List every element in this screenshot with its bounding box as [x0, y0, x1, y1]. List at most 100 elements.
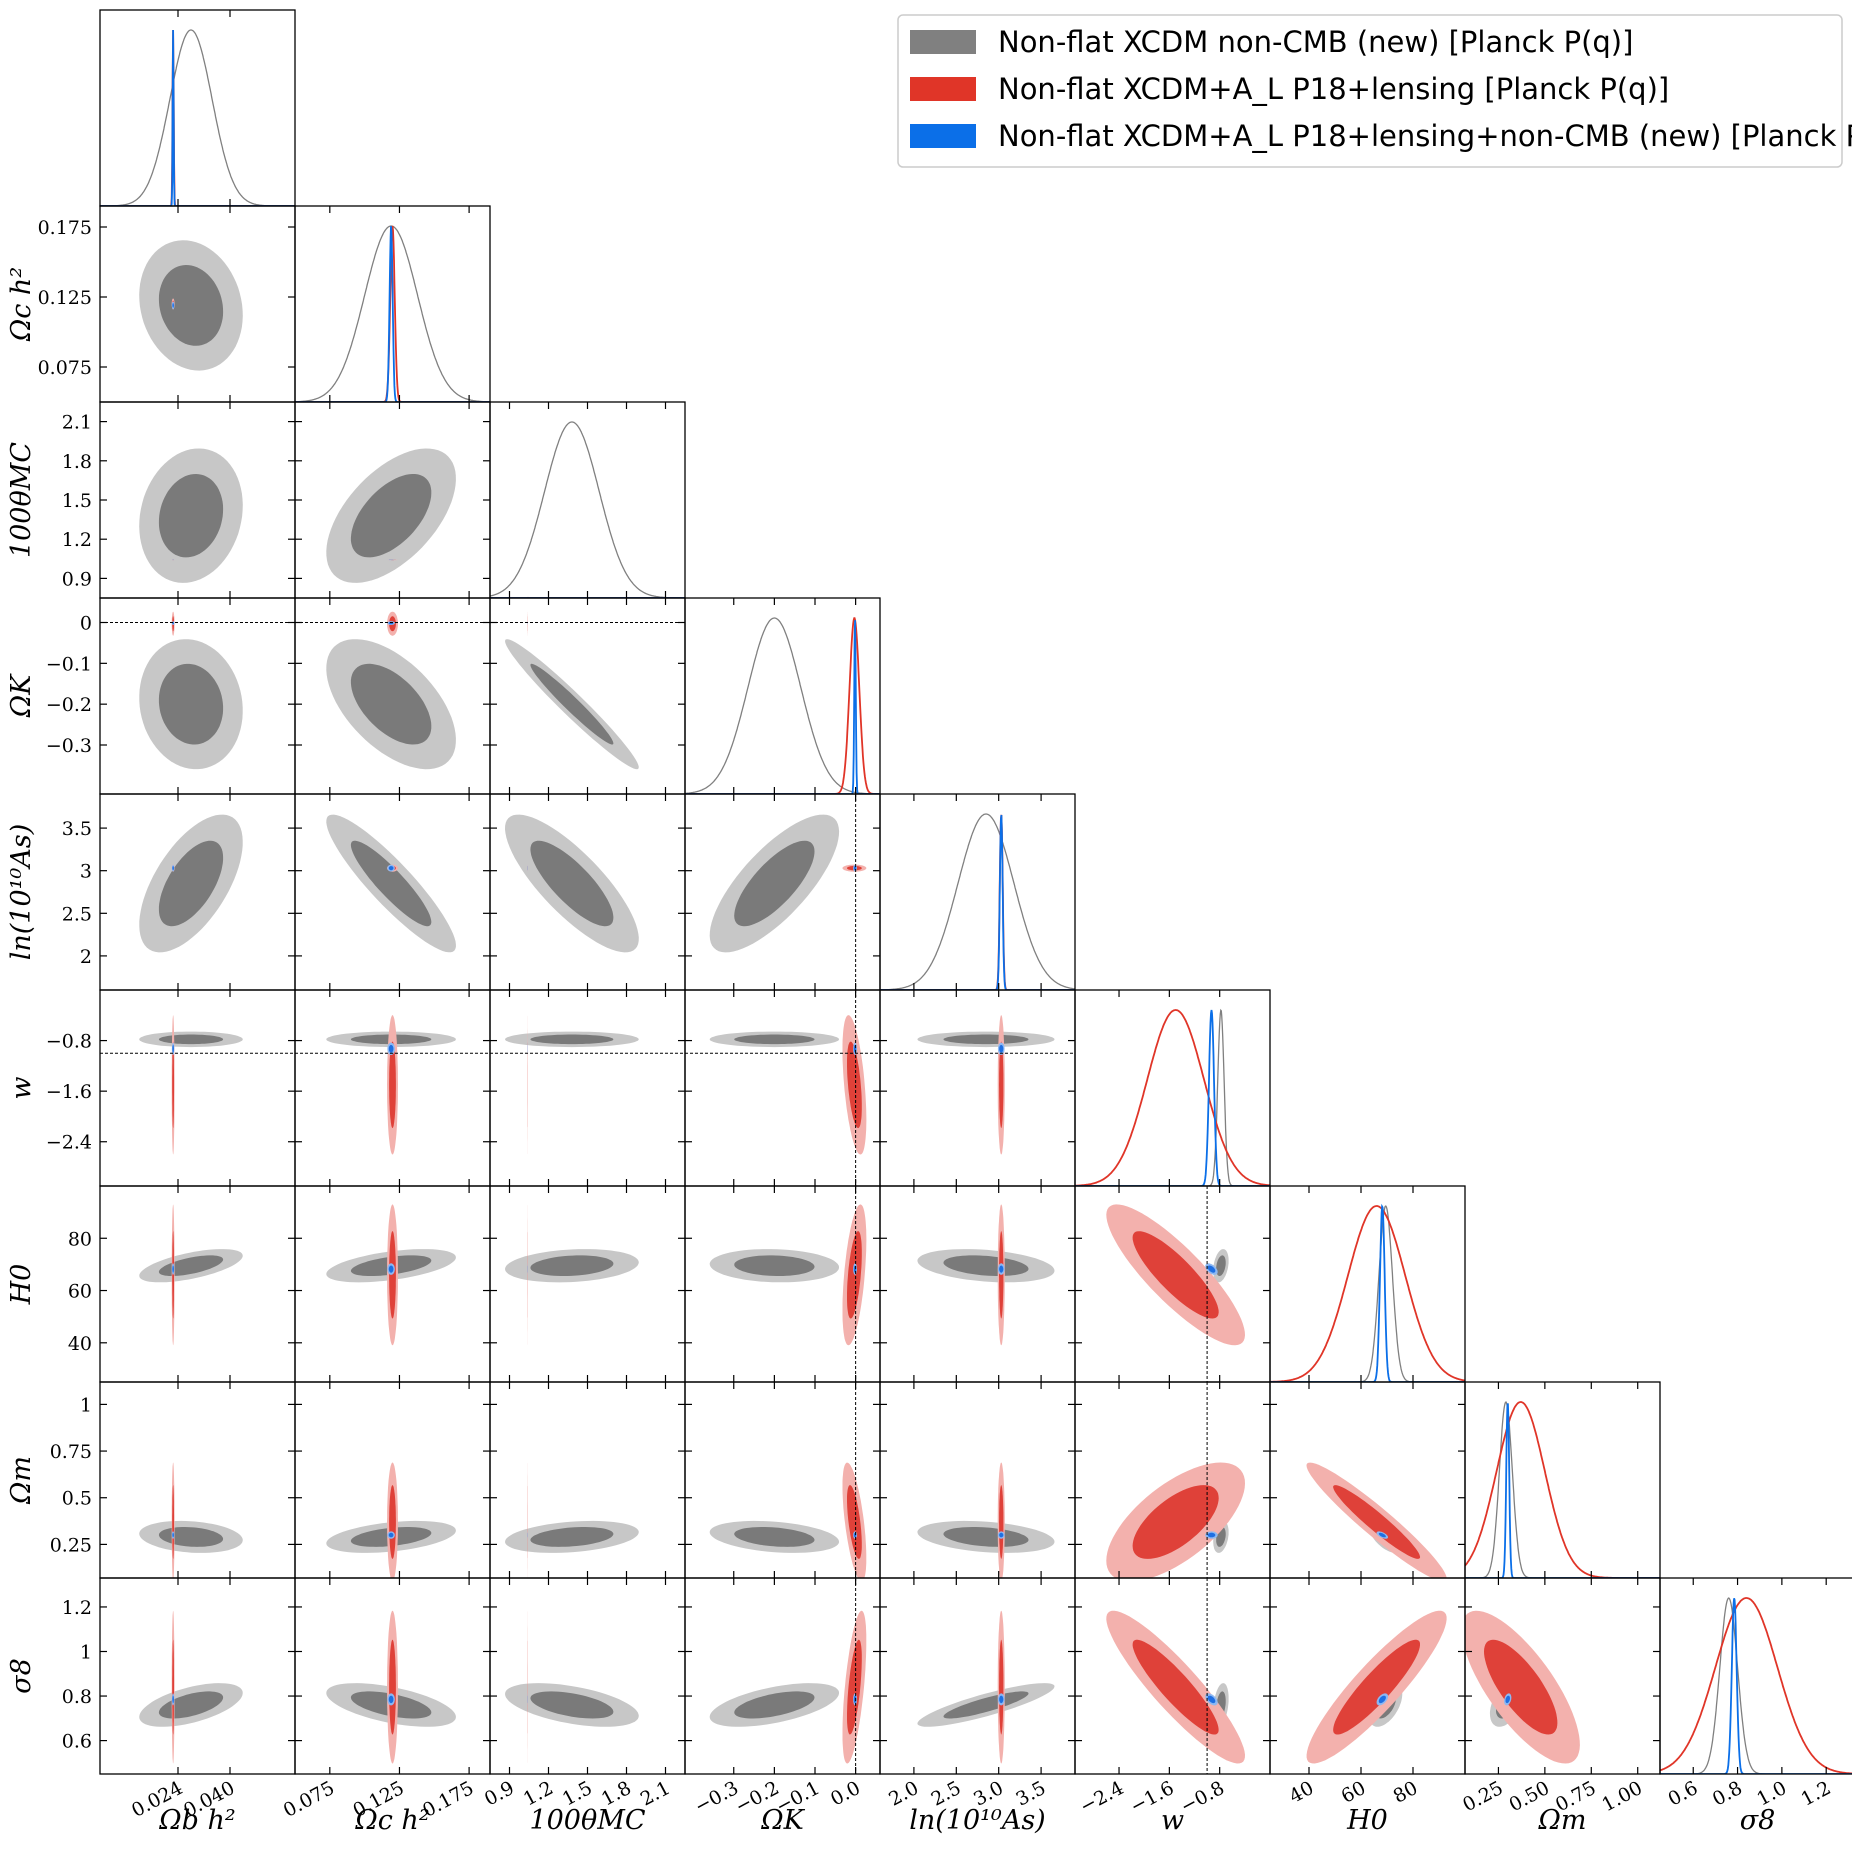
panel-4-6 — [917, 1204, 1055, 1346]
marginal-panel-7 — [1465, 1401, 1660, 1578]
blue-marginal-curve — [1270, 1203, 1465, 1382]
panel-1-8 — [326, 1610, 456, 1764]
y-tick-label: 2 — [80, 946, 92, 968]
y-tick-label: 0.175 — [38, 217, 92, 239]
y-tick-label: 0.9 — [62, 568, 92, 590]
gray-inner-contour — [734, 840, 815, 927]
y-tick-label: 3 — [80, 861, 92, 883]
gray-inner-contour — [158, 1527, 224, 1547]
marginal-panel-8 — [1660, 1597, 1852, 1774]
blue-inner-contour — [388, 1045, 394, 1053]
red-inner-contour — [999, 1485, 1004, 1559]
panel-4-7 — [917, 1462, 1055, 1578]
blue-inner-contour — [853, 1695, 857, 1704]
panel-1-6 — [326, 1204, 456, 1346]
panel-frame — [99, 989, 296, 1187]
x-tick-label: 0.6 — [1665, 1777, 1702, 1811]
panel-2-3 — [505, 611, 639, 770]
blue-inner-contour — [1207, 1532, 1216, 1538]
y-tick-label: −0.8 — [46, 1031, 92, 1053]
legend-label-red: Non-flat XCDM+A_L P18+lensing [Planck P(… — [998, 72, 1669, 106]
blue-inner-contour — [999, 1695, 1004, 1704]
frame-layer — [99, 9, 1852, 1775]
panel-0-8 — [139, 1610, 243, 1764]
panel-frame — [489, 597, 686, 795]
marginal-panel-0 — [100, 29, 295, 206]
marginal-layer — [100, 29, 1852, 1774]
red-marginal-curve — [880, 814, 1075, 990]
panel-4-5 — [917, 1015, 1055, 1155]
x-axis-label-7: Ωm — [1538, 1805, 1587, 1836]
x-axis-label-3: ΩK — [760, 1805, 805, 1836]
red-inner-contour — [847, 1231, 862, 1319]
x-tick-label: 60 — [1338, 1777, 1370, 1808]
y-tick-label: 1.2 — [62, 1597, 92, 1619]
gray-inner-contour — [350, 474, 432, 558]
red-marginal-curve — [685, 617, 880, 794]
y-tick-label: 1 — [80, 1642, 92, 1664]
red-inner-contour — [1333, 1485, 1421, 1559]
gray-inner-contour — [734, 1034, 815, 1045]
y-axis-label-2: 100θMC — [6, 442, 37, 558]
y-tick-label: −0.3 — [46, 735, 92, 757]
y-tick-label: 0.125 — [38, 287, 92, 309]
x-tick-label: 0.9 — [481, 1777, 518, 1811]
panel-1-7 — [326, 1462, 456, 1578]
blue-marginal-curve — [100, 29, 295, 206]
y-axis-label-3: ΩK — [6, 673, 37, 718]
x-tick-label: −2.4 — [1076, 1777, 1127, 1818]
x-axis-label-6: H0 — [1346, 1805, 1388, 1836]
blue-marginal-curve — [880, 814, 1075, 990]
gray-marginal-curve — [1660, 1597, 1852, 1774]
x-tick-label: 1.00 — [1598, 1777, 1646, 1816]
blue-marginal-curve — [1660, 1598, 1852, 1774]
x-axis-label-1: Ωc h² — [354, 1805, 429, 1836]
gray-inner-contour — [158, 663, 224, 745]
gray-inner-contour — [530, 1691, 614, 1719]
blue-inner-contour — [172, 1265, 174, 1273]
red-marginal-curve — [1660, 1597, 1852, 1774]
gray-inner-contour — [734, 1255, 815, 1276]
gray-inner-contour — [158, 474, 224, 558]
gray-inner-contour — [530, 1255, 614, 1276]
panel-frame — [879, 1185, 1076, 1383]
x-tick-label: 80 — [1390, 1777, 1422, 1808]
x-tick-label: 1.2 — [1798, 1777, 1835, 1811]
y-axis-label-4: ln(10¹⁰As) — [6, 824, 37, 960]
red-marginal-curve — [1075, 1009, 1270, 1186]
gray-inner-contour — [530, 840, 614, 927]
panel-frame — [489, 989, 686, 1187]
gray-marginal-curve — [880, 813, 1075, 990]
x-tick-label: 0.075 — [280, 1777, 338, 1822]
gray-inner-contour — [350, 840, 432, 927]
x-tick-label: 40 — [1286, 1777, 1318, 1808]
y-tick-label: 1.2 — [62, 529, 92, 551]
panel-3-7 — [709, 1462, 867, 1578]
y-tick-label: 3.5 — [62, 818, 92, 840]
gray-inner-contour — [158, 1691, 224, 1719]
panel-5-7 — [1106, 1462, 1245, 1578]
red-inner-contour — [389, 1485, 396, 1559]
red-inner-contour — [389, 1231, 396, 1319]
gray-marginal-curve — [1465, 1401, 1660, 1578]
gray-inner-contour — [158, 840, 224, 927]
red-inner-contour — [172, 1485, 174, 1559]
y-tick-label: 0.75 — [50, 1441, 92, 1463]
y-tick-label: 0.075 — [38, 357, 92, 379]
blue-inner-contour — [1207, 1265, 1216, 1273]
panel-1-4 — [326, 814, 456, 953]
blue-inner-contour — [388, 1532, 394, 1538]
y-tick-label: 0 — [80, 613, 92, 635]
blue-inner-contour — [172, 1045, 174, 1053]
legend: Non-flat XCDM non-CMB (new) [Planck P(q)… — [897, 14, 1852, 168]
panel-2-6 — [505, 1204, 639, 1346]
y-axis-label-8: σ8 — [6, 1658, 37, 1694]
y-tick-label: 40 — [68, 1333, 92, 1355]
red-inner-contour — [1132, 1639, 1219, 1735]
red-marginal-curve — [295, 225, 490, 402]
y-tick-label: −1.6 — [46, 1081, 92, 1103]
blue-marginal-curve — [1465, 1403, 1660, 1578]
panel-0-6 — [139, 1204, 243, 1346]
blue-marginal-curve — [1075, 1009, 1270, 1186]
y-axis-label-6: H0 — [6, 1264, 37, 1306]
